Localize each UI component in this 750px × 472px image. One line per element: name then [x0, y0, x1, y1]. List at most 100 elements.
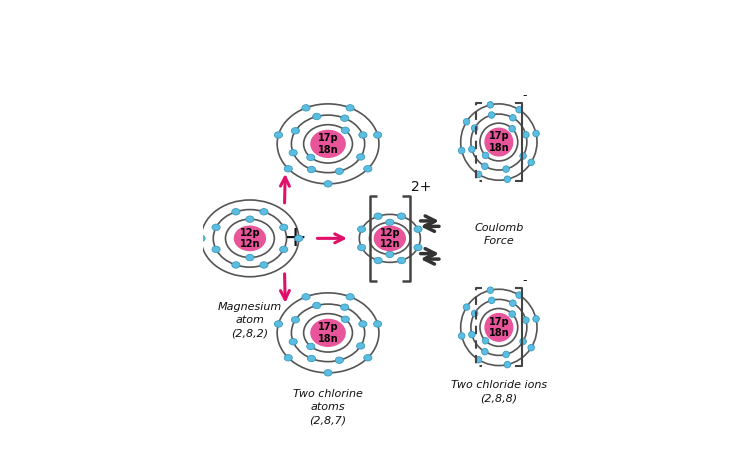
Circle shape — [516, 292, 523, 298]
Circle shape — [469, 331, 475, 338]
Ellipse shape — [311, 130, 345, 157]
Circle shape — [471, 310, 478, 317]
Text: Two chlorine
atoms
(2,8,7): Two chlorine atoms (2,8,7) — [293, 389, 363, 426]
Ellipse shape — [313, 113, 321, 120]
Ellipse shape — [291, 127, 299, 134]
Text: Two chloride ions
(2,8,8): Two chloride ions (2,8,8) — [451, 380, 547, 403]
Circle shape — [503, 166, 509, 172]
Circle shape — [485, 313, 513, 341]
Ellipse shape — [295, 235, 303, 242]
Circle shape — [528, 345, 535, 351]
Ellipse shape — [274, 321, 283, 327]
Ellipse shape — [260, 262, 268, 268]
Ellipse shape — [398, 257, 406, 264]
Text: 12p
12n: 12p 12n — [380, 228, 400, 249]
Text: -: - — [523, 274, 527, 287]
Ellipse shape — [313, 302, 321, 309]
Circle shape — [509, 311, 515, 317]
Ellipse shape — [346, 105, 354, 111]
Circle shape — [509, 300, 516, 306]
Ellipse shape — [374, 213, 382, 219]
Ellipse shape — [374, 132, 382, 138]
Circle shape — [504, 362, 511, 368]
Ellipse shape — [308, 166, 316, 173]
Ellipse shape — [374, 226, 405, 251]
Ellipse shape — [284, 354, 292, 361]
Circle shape — [516, 107, 523, 113]
Circle shape — [476, 356, 482, 363]
Ellipse shape — [414, 226, 422, 232]
Text: 17p
18n: 17p 18n — [318, 322, 338, 344]
Ellipse shape — [340, 115, 349, 121]
Ellipse shape — [324, 181, 332, 187]
Text: 12p
12n: 12p 12n — [239, 228, 260, 249]
Ellipse shape — [311, 320, 345, 346]
Ellipse shape — [284, 166, 292, 172]
Ellipse shape — [260, 209, 268, 215]
Ellipse shape — [340, 304, 349, 311]
Ellipse shape — [307, 154, 315, 160]
Ellipse shape — [374, 257, 382, 264]
Ellipse shape — [308, 355, 316, 362]
Circle shape — [487, 287, 494, 294]
Ellipse shape — [335, 357, 344, 363]
Circle shape — [488, 297, 495, 303]
Circle shape — [523, 132, 530, 138]
Circle shape — [509, 126, 515, 132]
Circle shape — [482, 163, 488, 169]
Circle shape — [523, 317, 530, 323]
Text: Magnesium
atom
(2,8,2): Magnesium atom (2,8,2) — [217, 302, 282, 338]
Circle shape — [487, 101, 494, 108]
Ellipse shape — [246, 254, 254, 261]
Ellipse shape — [232, 209, 240, 215]
Ellipse shape — [358, 132, 367, 138]
Ellipse shape — [346, 294, 354, 300]
Ellipse shape — [212, 246, 220, 253]
Text: Coulomb
Force: Coulomb Force — [474, 223, 524, 246]
Circle shape — [458, 333, 465, 339]
Ellipse shape — [212, 224, 220, 230]
Circle shape — [458, 147, 465, 154]
Ellipse shape — [341, 127, 350, 134]
Text: -: - — [523, 89, 527, 102]
Ellipse shape — [358, 321, 367, 327]
Ellipse shape — [232, 262, 240, 268]
Text: 17p
18n: 17p 18n — [488, 131, 509, 153]
Text: 17p
18n: 17p 18n — [488, 317, 509, 338]
Ellipse shape — [235, 226, 266, 251]
Ellipse shape — [280, 246, 288, 253]
Ellipse shape — [414, 244, 422, 251]
Ellipse shape — [398, 213, 406, 219]
Ellipse shape — [358, 244, 366, 251]
Circle shape — [504, 176, 511, 183]
Ellipse shape — [364, 354, 372, 361]
Circle shape — [532, 316, 539, 322]
Text: 2+: 2+ — [411, 180, 431, 194]
Ellipse shape — [302, 294, 310, 300]
Ellipse shape — [356, 343, 364, 349]
Circle shape — [485, 128, 513, 156]
Circle shape — [476, 171, 482, 177]
Ellipse shape — [386, 219, 394, 226]
Circle shape — [464, 304, 470, 311]
Circle shape — [482, 337, 489, 344]
Ellipse shape — [335, 168, 344, 175]
Ellipse shape — [246, 216, 254, 222]
Ellipse shape — [356, 154, 364, 160]
Circle shape — [509, 115, 516, 121]
Text: +: + — [284, 224, 307, 253]
Ellipse shape — [290, 338, 297, 345]
Ellipse shape — [291, 317, 299, 323]
Ellipse shape — [197, 235, 206, 242]
Circle shape — [520, 338, 526, 345]
Ellipse shape — [302, 105, 310, 111]
Circle shape — [532, 130, 539, 137]
Circle shape — [528, 159, 535, 166]
Ellipse shape — [290, 150, 297, 156]
Circle shape — [482, 348, 488, 355]
Circle shape — [469, 146, 475, 152]
Ellipse shape — [324, 370, 332, 376]
Ellipse shape — [386, 251, 394, 258]
Ellipse shape — [374, 321, 382, 327]
Circle shape — [471, 125, 478, 131]
